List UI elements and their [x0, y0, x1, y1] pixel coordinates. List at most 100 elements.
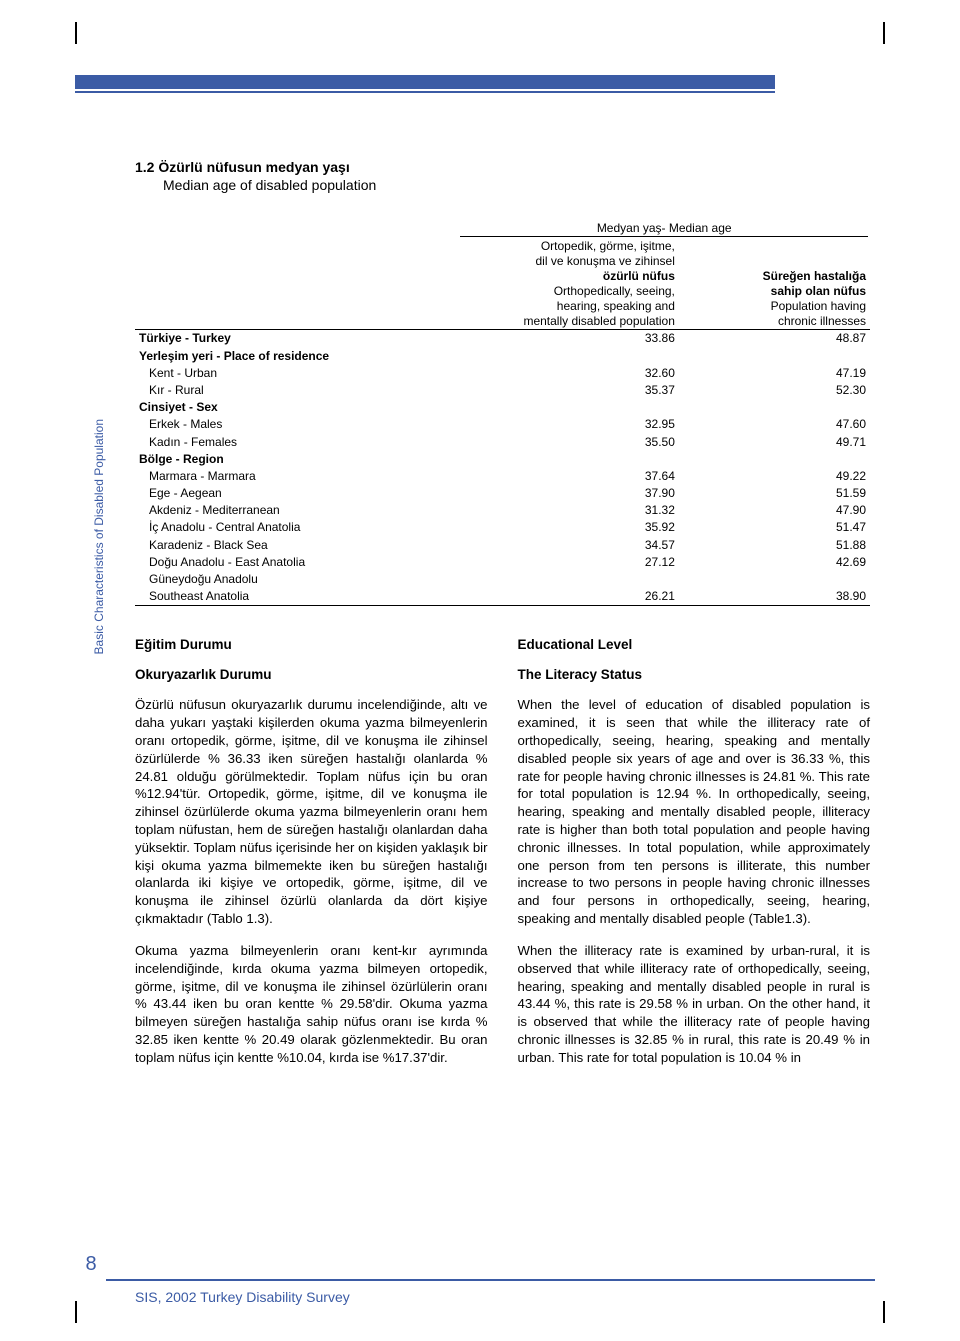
- left-column: Eğitim Durumu Okuryazarlık Durumu Özürlü…: [135, 636, 488, 1081]
- header-band: [75, 75, 775, 109]
- table-wrap: Medyan yaş- Median age Ortopedik, görme,…: [135, 221, 870, 606]
- row-value-1: 35.50: [458, 433, 679, 450]
- row-value-2: 49.22: [679, 467, 870, 484]
- footer-rule: [106, 1279, 875, 1281]
- row-label: Cinsiyet - Sex: [135, 399, 458, 416]
- crop-marks-top: [0, 30, 960, 40]
- row-label: Southeast Anatolia: [135, 588, 458, 606]
- row-value-2: 38.90: [679, 588, 870, 606]
- row-value-2: 51.88: [679, 536, 870, 553]
- row-value-1: 37.64: [458, 467, 679, 484]
- row-label: Kent - Urban: [135, 364, 458, 381]
- row-label: Türkiye - Turkey: [135, 329, 458, 347]
- row-label: Doğu Anadolu - East Anatolia: [135, 553, 458, 570]
- row-value-1: 37.90: [458, 485, 679, 502]
- table-row: Doğu Anadolu - East Anatolia27.1242.69: [135, 553, 870, 570]
- section-title-tr: Özürlü nüfusun medyan yaşı: [158, 159, 349, 175]
- row-value-2: 48.87: [679, 329, 870, 347]
- row-value-1: 27.12: [458, 553, 679, 570]
- table-row: Southeast Anatolia26.2138.90: [135, 588, 870, 606]
- section-number: 1.2: [135, 159, 154, 175]
- table-super-header: Medyan yaş- Median age: [460, 221, 868, 237]
- left-heading-2: Okuryazarlık Durumu: [135, 666, 488, 684]
- table-row: Marmara - Marmara37.6449.22: [135, 467, 870, 484]
- row-label: Bölge - Region: [135, 450, 458, 467]
- table-header-row: Ortopedik, görme, işitme, dil ve konuşma…: [135, 239, 870, 330]
- table-body: Türkiye - Turkey33.8648.87Yerleşim yeri …: [135, 329, 870, 605]
- row-value-1: 35.37: [458, 381, 679, 398]
- right-para-2: When the illiteracy rate is examined by …: [518, 942, 871, 1067]
- table-row: Türkiye - Turkey33.8648.87: [135, 329, 870, 347]
- content-area: 1.2 Özürlü nüfusun medyan yaşı Median ag…: [135, 158, 870, 1081]
- table-row: Cinsiyet - Sex: [135, 399, 870, 416]
- right-heading-2: The Literacy Status: [518, 666, 871, 684]
- right-heading-1: Educational Level: [518, 636, 871, 654]
- left-heading-1: Eğitim Durumu: [135, 636, 488, 654]
- table-row: Yerleşim yeri - Place of residence: [135, 347, 870, 364]
- row-value-2: 47.60: [679, 416, 870, 433]
- row-value-1: 26.21: [458, 588, 679, 606]
- left-para-1: Özürlü nüfusun okuryazarlık durumu incel…: [135, 696, 488, 928]
- row-value-1: [458, 450, 679, 467]
- section-title: 1.2 Özürlü nüfusun medyan yaşı: [135, 158, 870, 177]
- row-value-2: 42.69: [679, 553, 870, 570]
- table-col2-header: Süreğen hastalığa sahip olan nüfus Popul…: [679, 239, 870, 330]
- page: Basic Characteristics of Disabled Popula…: [0, 0, 960, 1341]
- row-label: Yerleşim yeri - Place of residence: [135, 347, 458, 364]
- side-label: Basic Characteristics of Disabled Popula…: [92, 419, 106, 654]
- section-title-en: Median age of disabled population: [163, 177, 870, 193]
- two-column-body: Eğitim Durumu Okuryazarlık Durumu Özürlü…: [135, 636, 870, 1081]
- row-label: Kadın - Females: [135, 433, 458, 450]
- table-col1-header: Ortopedik, görme, işitme, dil ve konuşma…: [458, 239, 679, 330]
- table-row: Bölge - Region: [135, 450, 870, 467]
- header-band-thick: [75, 75, 775, 89]
- row-value-2: [679, 450, 870, 467]
- header-band-thin: [75, 91, 775, 93]
- crop-marks-bottom: [0, 1301, 960, 1311]
- right-column: Educational Level The Literacy Status Wh…: [518, 636, 871, 1081]
- row-value-2: [679, 399, 870, 416]
- median-age-table: Medyan yaş- Median age Ortopedik, görme,…: [135, 221, 870, 606]
- row-value-2: 47.90: [679, 502, 870, 519]
- row-value-1: [458, 571, 679, 588]
- table-row: Kır - Rural35.3752.30: [135, 381, 870, 398]
- section-heading: 1.2 Özürlü nüfusun medyan yaşı Median ag…: [135, 158, 870, 193]
- row-value-1: [458, 347, 679, 364]
- left-para-2: Okuma yazma bilmeyenlerin oranı kent-kır…: [135, 942, 488, 1067]
- row-value-1: 32.60: [458, 364, 679, 381]
- right-para-1: When the level of education of disabled …: [518, 696, 871, 928]
- row-value-2: 51.47: [679, 519, 870, 536]
- row-label: Akdeniz - Mediterranean: [135, 502, 458, 519]
- page-number-box: 8: [75, 1253, 107, 1279]
- page-number: 8: [85, 1253, 96, 1275]
- row-value-2: 49.71: [679, 433, 870, 450]
- table-row: İç Anadolu - Central Anatolia35.9251.47: [135, 519, 870, 536]
- table-row: Kadın - Females35.5049.71: [135, 433, 870, 450]
- row-label: Erkek - Males: [135, 416, 458, 433]
- crop-mark: [75, 1301, 77, 1323]
- row-value-2: [679, 347, 870, 364]
- row-label: İç Anadolu - Central Anatolia: [135, 519, 458, 536]
- row-label: Ege - Aegean: [135, 485, 458, 502]
- table-row: Ege - Aegean37.9051.59: [135, 485, 870, 502]
- row-value-1: 34.57: [458, 536, 679, 553]
- row-value-2: [679, 571, 870, 588]
- row-value-2: 47.19: [679, 364, 870, 381]
- row-value-1: [458, 399, 679, 416]
- table-row: Karadeniz - Black Sea34.5751.88: [135, 536, 870, 553]
- side-label-wrap: Basic Characteristics of Disabled Popula…: [88, 165, 108, 425]
- row-value-2: 52.30: [679, 381, 870, 398]
- row-value-1: 33.86: [458, 329, 679, 347]
- crop-mark: [883, 22, 885, 44]
- row-label: Kır - Rural: [135, 381, 458, 398]
- crop-mark: [883, 1301, 885, 1323]
- row-value-2: 51.59: [679, 485, 870, 502]
- table-row: Güneydoğu Anadolu: [135, 571, 870, 588]
- table-row: Erkek - Males32.9547.60: [135, 416, 870, 433]
- row-value-1: 32.95: [458, 416, 679, 433]
- row-value-1: 35.92: [458, 519, 679, 536]
- row-value-1: 31.32: [458, 502, 679, 519]
- row-label: Karadeniz - Black Sea: [135, 536, 458, 553]
- row-label: Güneydoğu Anadolu: [135, 571, 458, 588]
- table-row: Akdeniz - Mediterranean31.3247.90: [135, 502, 870, 519]
